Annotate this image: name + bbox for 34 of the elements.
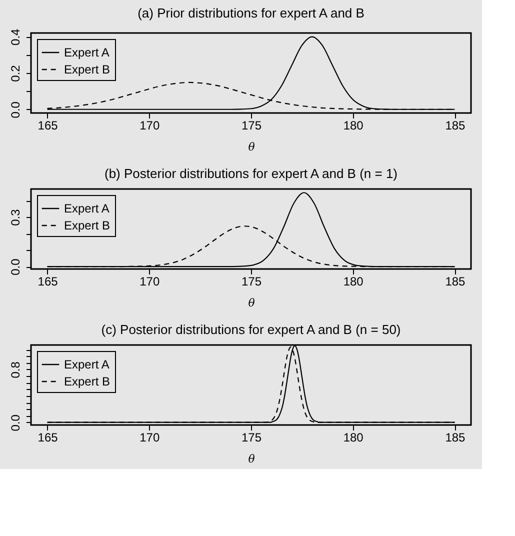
chart-title: (a) Prior distributions for expert A and B (138, 5, 364, 20)
x-tick-label: 185 (445, 118, 466, 132)
x-tick-label: 185 (445, 274, 466, 288)
legend-label: Expert A (64, 358, 110, 372)
x-tick-label: 175 (241, 118, 262, 132)
x-tick-label: 175 (241, 274, 262, 288)
x-axis-title: θ (248, 296, 256, 310)
chart-title: (b) Posterior distributions for expert A and B (n = 1) (104, 166, 398, 181)
x-axis-title: θ (248, 140, 256, 154)
legend-label: Expert A (64, 46, 110, 60)
x-axis-title: θ (248, 452, 256, 466)
x-tick-label: 165 (38, 274, 58, 288)
x-tick-label: 165 (38, 118, 58, 132)
y-tick-label: 0.2 (8, 64, 22, 82)
x-tick-label: 170 (140, 274, 160, 288)
x-tick-label: 180 (343, 274, 364, 288)
x-tick-label: 185 (445, 430, 466, 444)
x-tick-label: 170 (140, 118, 160, 132)
legend-label: Expert A (64, 202, 110, 216)
x-tick-label: 165 (38, 430, 58, 444)
legend-label: Expert B (64, 374, 110, 388)
chart-title: (c) Posterior distributions for expert A and B (n = 50) (101, 322, 401, 337)
x-tick-label: 170 (140, 430, 160, 444)
x-tick-label: 180 (343, 430, 364, 444)
y-tick-label: 0.0 (8, 101, 22, 118)
y-tick-label: 0.8 (8, 361, 22, 378)
y-tick-label: 0.0 (8, 258, 22, 276)
y-tick-label: 0.4 (8, 28, 22, 46)
legend-label: Expert B (64, 62, 110, 76)
y-tick-label: 0.3 (8, 208, 22, 226)
y-tick-label: 0.0 (8, 414, 22, 432)
x-tick-label: 180 (343, 118, 364, 132)
legend-label: Expert B (64, 218, 110, 232)
x-tick-label: 175 (241, 430, 262, 444)
